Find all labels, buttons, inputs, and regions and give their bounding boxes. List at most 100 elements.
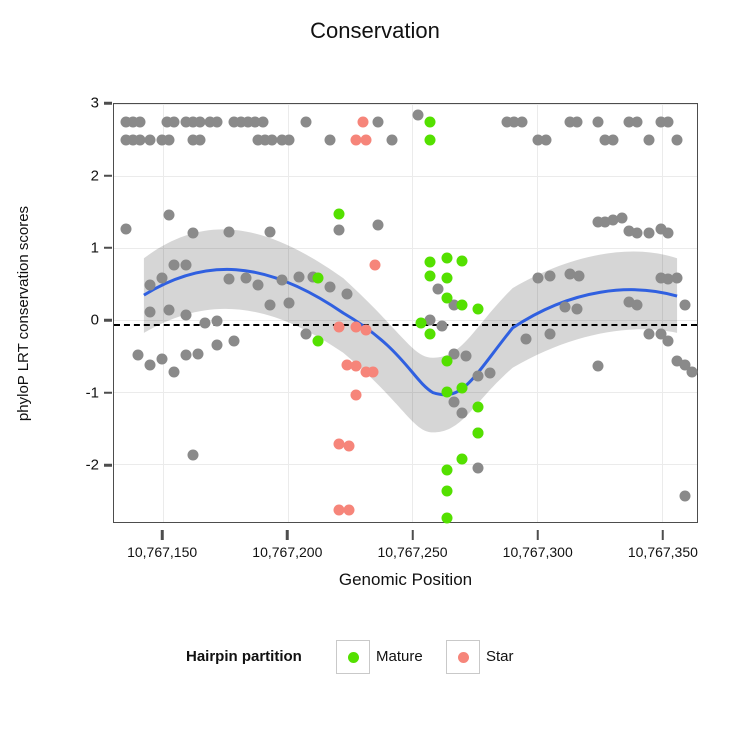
gray-data-point[interactable] bbox=[679, 300, 690, 311]
gray-data-point[interactable] bbox=[180, 350, 191, 361]
mature-data-point[interactable] bbox=[442, 387, 453, 398]
gray-data-point[interactable] bbox=[631, 299, 642, 310]
mature-data-point[interactable] bbox=[334, 209, 345, 220]
gray-data-point[interactable] bbox=[372, 219, 383, 230]
mature-data-point[interactable] bbox=[456, 382, 467, 393]
gray-data-point[interactable] bbox=[631, 117, 642, 128]
gray-data-point[interactable] bbox=[324, 135, 335, 146]
mature-data-point[interactable] bbox=[425, 271, 436, 282]
gray-data-point[interactable] bbox=[643, 135, 654, 146]
gray-data-point[interactable] bbox=[607, 135, 618, 146]
star-data-point[interactable] bbox=[360, 135, 371, 146]
gray-data-point[interactable] bbox=[276, 274, 287, 285]
mature-data-point[interactable] bbox=[425, 329, 436, 340]
gray-data-point[interactable] bbox=[574, 271, 585, 282]
gray-data-point[interactable] bbox=[284, 298, 295, 309]
gray-data-point[interactable] bbox=[144, 306, 155, 317]
gray-data-point[interactable] bbox=[593, 361, 604, 372]
gray-data-point[interactable] bbox=[672, 135, 683, 146]
gray-data-point[interactable] bbox=[571, 303, 582, 314]
gray-data-point[interactable] bbox=[144, 135, 155, 146]
star-data-point[interactable] bbox=[334, 322, 345, 333]
star-data-point[interactable] bbox=[358, 117, 369, 128]
gray-data-point[interactable] bbox=[188, 227, 199, 238]
gray-data-point[interactable] bbox=[224, 274, 235, 285]
gray-data-point[interactable] bbox=[545, 329, 556, 340]
mature-data-point[interactable] bbox=[473, 401, 484, 412]
gray-data-point[interactable] bbox=[224, 227, 235, 238]
gray-data-point[interactable] bbox=[617, 213, 628, 224]
gray-data-point[interactable] bbox=[334, 225, 345, 236]
gray-data-point[interactable] bbox=[643, 227, 654, 238]
gray-data-point[interactable] bbox=[473, 462, 484, 473]
gray-data-point[interactable] bbox=[300, 329, 311, 340]
gray-data-point[interactable] bbox=[264, 227, 275, 238]
gray-data-point[interactable] bbox=[521, 334, 532, 345]
gray-data-point[interactable] bbox=[559, 301, 570, 312]
gray-data-point[interactable] bbox=[571, 117, 582, 128]
mature-data-point[interactable] bbox=[442, 356, 453, 367]
gray-data-point[interactable] bbox=[341, 289, 352, 300]
gray-data-point[interactable] bbox=[461, 351, 472, 362]
gray-data-point[interactable] bbox=[293, 272, 304, 283]
gray-data-point[interactable] bbox=[631, 227, 642, 238]
gray-data-point[interactable] bbox=[387, 135, 398, 146]
gray-data-point[interactable] bbox=[264, 300, 275, 311]
gray-data-point[interactable] bbox=[195, 135, 206, 146]
gray-data-point[interactable] bbox=[473, 370, 484, 381]
mature-data-point[interactable] bbox=[442, 513, 453, 524]
mature-data-point[interactable] bbox=[415, 317, 426, 328]
gray-data-point[interactable] bbox=[144, 280, 155, 291]
gray-data-point[interactable] bbox=[372, 117, 383, 128]
gray-data-point[interactable] bbox=[156, 353, 167, 364]
gray-data-point[interactable] bbox=[437, 321, 448, 332]
gray-data-point[interactable] bbox=[164, 209, 175, 220]
mature-data-point[interactable] bbox=[456, 300, 467, 311]
mature-data-point[interactable] bbox=[456, 256, 467, 267]
gray-data-point[interactable] bbox=[240, 272, 251, 283]
mature-data-point[interactable] bbox=[473, 428, 484, 439]
gray-data-point[interactable] bbox=[168, 260, 179, 271]
mature-data-point[interactable] bbox=[456, 453, 467, 464]
gray-data-point[interactable] bbox=[516, 117, 527, 128]
mature-data-point[interactable] bbox=[425, 256, 436, 267]
gray-data-point[interactable] bbox=[156, 272, 167, 283]
mature-data-point[interactable] bbox=[442, 293, 453, 304]
gray-data-point[interactable] bbox=[449, 397, 460, 408]
gray-data-point[interactable] bbox=[686, 366, 697, 377]
gray-data-point[interactable] bbox=[679, 491, 690, 502]
gray-data-point[interactable] bbox=[540, 135, 551, 146]
gray-data-point[interactable] bbox=[164, 135, 175, 146]
gray-data-point[interactable] bbox=[662, 227, 673, 238]
mature-data-point[interactable] bbox=[425, 135, 436, 146]
gray-data-point[interactable] bbox=[456, 408, 467, 419]
gray-data-point[interactable] bbox=[300, 117, 311, 128]
mature-data-point[interactable] bbox=[312, 272, 323, 283]
gray-data-point[interactable] bbox=[168, 117, 179, 128]
gray-data-point[interactable] bbox=[324, 282, 335, 293]
gray-data-point[interactable] bbox=[284, 135, 295, 146]
gray-data-point[interactable] bbox=[643, 329, 654, 340]
gray-data-point[interactable] bbox=[132, 350, 143, 361]
mature-data-point[interactable] bbox=[442, 464, 453, 475]
legend-key-star[interactable] bbox=[446, 640, 480, 674]
star-data-point[interactable] bbox=[343, 440, 354, 451]
gray-data-point[interactable] bbox=[545, 271, 556, 282]
star-data-point[interactable] bbox=[370, 259, 381, 270]
gray-data-point[interactable] bbox=[672, 272, 683, 283]
gray-data-point[interactable] bbox=[164, 305, 175, 316]
gray-data-point[interactable] bbox=[485, 368, 496, 379]
gray-data-point[interactable] bbox=[662, 117, 673, 128]
gray-data-point[interactable] bbox=[257, 117, 268, 128]
gray-data-point[interactable] bbox=[212, 316, 223, 327]
mature-data-point[interactable] bbox=[312, 335, 323, 346]
gray-data-point[interactable] bbox=[168, 366, 179, 377]
mature-data-point[interactable] bbox=[425, 117, 436, 128]
gray-data-point[interactable] bbox=[252, 280, 263, 291]
gray-data-point[interactable] bbox=[593, 117, 604, 128]
gray-data-point[interactable] bbox=[180, 310, 191, 321]
star-data-point[interactable] bbox=[360, 324, 371, 335]
gray-data-point[interactable] bbox=[144, 359, 155, 370]
gray-data-point[interactable] bbox=[432, 283, 443, 294]
gray-data-point[interactable] bbox=[120, 224, 131, 235]
